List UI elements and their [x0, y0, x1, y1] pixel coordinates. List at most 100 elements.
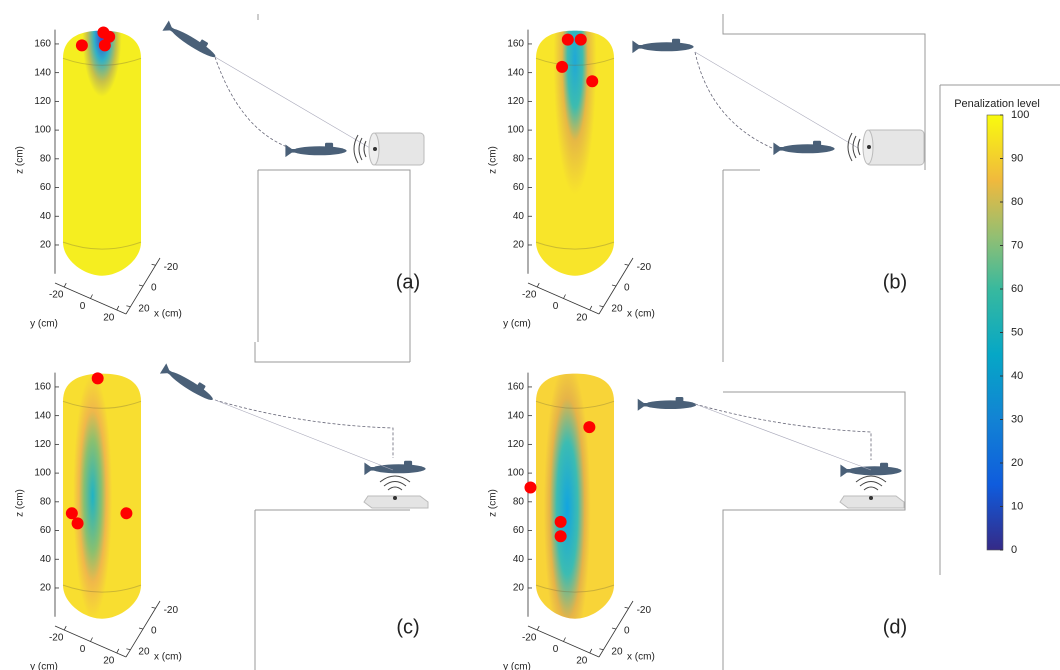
- cylinder-surface: [536, 31, 614, 276]
- sensor-point: [583, 421, 595, 433]
- x-tick-label: 20: [138, 303, 150, 314]
- sensor-point: [586, 75, 598, 87]
- z-tick-label: 120: [34, 96, 51, 107]
- z-tick-label: 100: [34, 125, 51, 136]
- x-tick-label: -20: [637, 262, 652, 273]
- x-tick: [152, 264, 156, 265]
- x-tick-label: -20: [164, 262, 179, 273]
- y-tick-label: 0: [553, 301, 559, 312]
- x-tick-label: 20: [611, 303, 623, 314]
- z-tick-label: 100: [507, 125, 524, 136]
- x-tick-label: 0: [151, 283, 157, 294]
- colorbar-tick-label: 20: [1011, 457, 1023, 469]
- z-tick-label: 80: [513, 153, 525, 164]
- colorbar-tick-label: 30: [1011, 413, 1023, 425]
- z-tick-label: 120: [507, 96, 524, 107]
- y-tick-label: 0: [553, 644, 559, 655]
- x-tick: [612, 628, 616, 629]
- z-tick-label: 80: [40, 153, 52, 164]
- y-axis-label: y (cm): [503, 662, 531, 670]
- panel: 20406080100120140160z (cm)-20020y (cm)20…: [15, 372, 420, 670]
- x-tick: [599, 306, 603, 307]
- x-tick: [126, 649, 130, 650]
- z-tick-label: 40: [513, 554, 525, 565]
- z-axis-label: z (cm): [15, 146, 26, 174]
- x-tick-label: -20: [637, 605, 652, 616]
- colorbar-tick-label: 70: [1011, 239, 1023, 251]
- scene-d: [638, 397, 904, 508]
- sensor-point: [556, 61, 568, 73]
- sensor-point: [103, 31, 115, 43]
- y-tick-label: 20: [576, 656, 588, 667]
- z-tick-label: 140: [507, 410, 524, 421]
- colorbar-tick-label: 90: [1011, 152, 1023, 164]
- y-tick: [590, 649, 592, 653]
- y-tick: [117, 649, 119, 653]
- y-tick-label: -20: [522, 290, 537, 301]
- z-tick-label: 100: [34, 468, 51, 479]
- z-tick-label: 20: [513, 240, 525, 251]
- figure: Penalization level 010203040506070809010…: [0, 0, 1060, 670]
- x-axis-label: x (cm): [627, 309, 655, 320]
- y-tick: [590, 306, 592, 310]
- z-tick-label: 60: [40, 182, 52, 193]
- y-tick-label: -20: [49, 290, 64, 301]
- z-tick-label: 120: [507, 439, 524, 450]
- sensor-point: [555, 516, 567, 528]
- colorbar-tick-label: 60: [1011, 283, 1023, 295]
- x-tick-label: 0: [624, 283, 630, 294]
- colorbar-tick-label: 10: [1011, 500, 1023, 512]
- y-tick-label: 20: [103, 313, 115, 324]
- sensor-point: [72, 517, 84, 529]
- sensor-point: [524, 481, 536, 493]
- y-tick-label: 20: [103, 656, 115, 667]
- page: {"chart_data": [ {"type": "cylinder", "l…: [0, 0, 1060, 670]
- x-tick: [139, 285, 143, 286]
- x-tick-label: 20: [138, 646, 150, 657]
- z-tick-label: 60: [513, 182, 525, 193]
- z-tick-label: 60: [40, 525, 52, 536]
- x-tick-label: 0: [624, 626, 630, 637]
- x-tick: [625, 607, 629, 608]
- cylinder-surface: [63, 374, 141, 619]
- y-axis-label: y (cm): [30, 662, 58, 670]
- y-tick-label: 20: [576, 313, 588, 324]
- y-tick: [117, 306, 119, 310]
- z-tick-label: 160: [507, 382, 524, 393]
- panel-label: (d): [883, 616, 907, 638]
- z-tick-label: 60: [513, 525, 525, 536]
- cylinder-surface: [536, 374, 614, 619]
- y-axis-label: y (cm): [30, 319, 58, 330]
- sensor-point: [76, 39, 88, 51]
- y-tick: [64, 626, 66, 630]
- colorbar-tick-label: 80: [1011, 196, 1023, 208]
- panel-label: (b): [883, 271, 907, 293]
- colorbar-tick-label: 100: [1011, 109, 1029, 121]
- colorbar-tick-label: 40: [1011, 370, 1023, 382]
- colorbar: Penalization level 010203040506070809010…: [954, 98, 1040, 556]
- sensor-point: [120, 507, 132, 519]
- panel: 20406080100120140160z (cm)-20020y (cm)20…: [488, 373, 908, 670]
- panel-label: (c): [396, 616, 419, 638]
- y-tick-label: 0: [80, 301, 86, 312]
- cylinder-surface: [63, 31, 141, 276]
- y-tick: [64, 283, 66, 287]
- x-tick-label: -20: [164, 605, 179, 616]
- sensor-point: [66, 507, 78, 519]
- x-axis-label: x (cm): [627, 652, 655, 663]
- x-tick: [612, 285, 616, 286]
- z-tick-label: 40: [513, 211, 525, 222]
- colorbar-tick-label: 50: [1011, 326, 1023, 338]
- x-axis-label: x (cm): [154, 652, 182, 663]
- x-tick-label: 0: [151, 626, 157, 637]
- z-tick-label: 140: [507, 67, 524, 78]
- x-tick: [625, 264, 629, 265]
- z-tick-label: 40: [40, 211, 52, 222]
- y-tick: [537, 283, 539, 287]
- z-tick-label: 40: [40, 554, 52, 565]
- z-tick-label: 20: [40, 583, 52, 594]
- y-tick: [91, 295, 93, 299]
- y-tick-label: -20: [49, 633, 64, 644]
